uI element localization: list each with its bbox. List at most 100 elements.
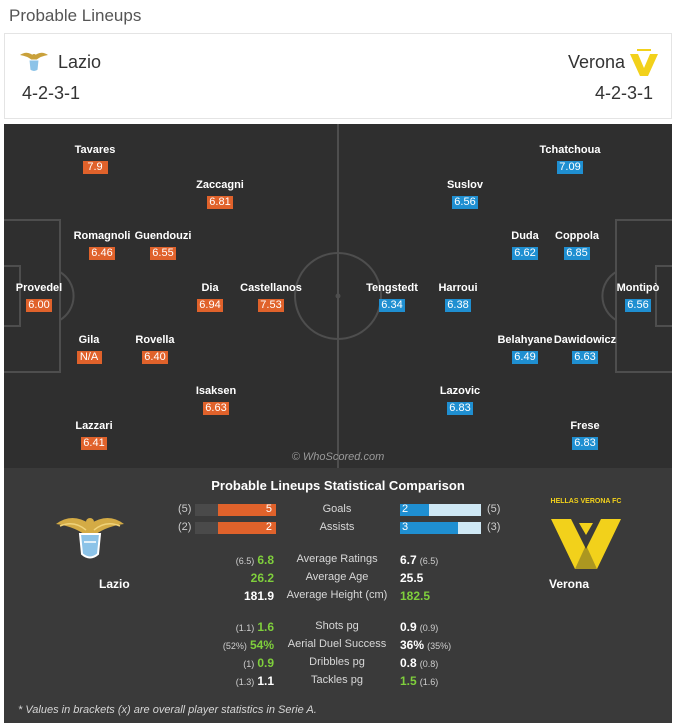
home-player[interactable]: Guendouzi 6.55	[128, 230, 198, 261]
player-name[interactable]: Tavares	[74, 144, 116, 156]
away-player[interactable]: Duda 6.62	[490, 230, 560, 261]
home-player[interactable]: Rovella 6.40	[120, 334, 190, 365]
verona-crest-icon	[551, 519, 621, 569]
away-team-name[interactable]: Verona	[567, 52, 625, 72]
away-player[interactable]: Belahyane 6.49	[490, 334, 560, 365]
player-rating: 6.63	[572, 351, 598, 364]
away-stat: 6.7 (6.5)	[400, 553, 438, 567]
player-name[interactable]: Rovella	[135, 334, 175, 346]
player-name[interactable]: Zaccagni	[196, 179, 244, 191]
player-rating: 6.56	[625, 299, 651, 312]
away-player[interactable]: Tengstedt 6.34	[357, 282, 427, 313]
player-name[interactable]: Tchatchoua	[539, 144, 601, 156]
player-name[interactable]: Gila	[78, 334, 100, 346]
home-stat: (1.1) 1.6	[236, 620, 274, 634]
home-player[interactable]: Romagnoli 6.46	[67, 230, 137, 261]
player-name[interactable]: Castellanos	[240, 282, 302, 294]
home-player[interactable]: Zaccagni 6.81	[185, 179, 255, 210]
stats-away-team[interactable]: Verona	[549, 577, 590, 591]
player-rating: 6.94	[197, 299, 223, 312]
home-player[interactable]: Isaksen 6.63	[181, 385, 251, 416]
player-name[interactable]: Harroui	[438, 282, 478, 294]
away-player[interactable]: Montipò 6.56	[603, 282, 672, 313]
verona-crest-icon	[630, 49, 658, 76]
away-sub: (1.6)	[419, 677, 439, 687]
lazio-eagle-icon	[56, 518, 124, 559]
home-player[interactable]: Lazzari 6.41	[59, 420, 129, 451]
away-bar-value: 2	[402, 503, 409, 515]
away-value: 6.7	[400, 553, 417, 567]
page-title: Probable Lineups	[9, 6, 142, 25]
away-sub: (35%)	[427, 641, 452, 651]
home-stat: (6.5) 6.8	[236, 553, 274, 567]
home-value: 0.9	[257, 656, 274, 670]
home-stat: (1) 0.9	[243, 656, 274, 670]
away-stat: 0.9 (0.9)	[400, 620, 438, 634]
away-player[interactable]: Suslov 6.56	[430, 179, 500, 210]
player-name[interactable]: Provedel	[15, 282, 63, 294]
player-name[interactable]: Dia	[201, 282, 219, 294]
player-name[interactable]: Romagnoli	[73, 230, 131, 242]
away-sub: (0.8)	[419, 659, 439, 669]
pitch-lines	[4, 124, 672, 468]
home-value: 1.6	[257, 620, 274, 634]
player-name[interactable]: Tengstedt	[366, 282, 418, 294]
home-value: 54%	[249, 638, 274, 652]
home-value: 26.2	[250, 571, 274, 585]
away-player[interactable]: Lazovic 6.83	[425, 385, 495, 416]
away-player[interactable]: Frese 6.83	[550, 420, 620, 451]
player-name[interactable]: Frese	[570, 420, 600, 432]
stat-row-tackles: (1.3) 1.1 Tackles pg 1.5 (1.6)	[4, 674, 672, 689]
player-name[interactable]: Lazzari	[75, 420, 113, 432]
home-player[interactable]: Dia 6.94	[175, 282, 245, 313]
home-sub: (1.1)	[235, 623, 255, 633]
verona-logo-text: HELLAS VERONA FC	[550, 498, 622, 505]
player-rating: N/A	[76, 351, 102, 364]
home-bar-fill	[218, 522, 276, 534]
home-sub: (52%)	[222, 641, 247, 651]
whoscored-watermark: © WhoScored.com	[291, 451, 385, 463]
home-sub: (1)	[243, 659, 255, 669]
away-player[interactable]: Dawidowicz 6.63	[550, 334, 620, 365]
away-value: 36%	[400, 638, 425, 652]
player-rating: 6.62	[512, 247, 538, 260]
player-rating: 6.40	[142, 351, 168, 364]
stat-row-shots: (1.1) 1.6 Shots pg 0.9 (0.9)	[4, 620, 672, 635]
away-player[interactable]: Harroui 6.38	[423, 282, 493, 313]
player-name[interactable]: Coppola	[555, 230, 599, 242]
stats-home-team[interactable]: Lazio	[99, 577, 130, 591]
player-name[interactable]: Isaksen	[195, 385, 237, 397]
away-player[interactable]: Tchatchoua 7.09	[535, 144, 605, 175]
stat-label: Average Age	[305, 571, 369, 583]
stat-label: Assists	[319, 521, 355, 533]
player-name[interactable]: Montipò	[616, 282, 660, 294]
away-sub: (6.5)	[419, 556, 439, 566]
away-stat: 0.8 (0.8)	[400, 656, 438, 670]
player-rating: 7.09	[557, 161, 583, 174]
player-name[interactable]: Dawidowicz	[553, 334, 617, 346]
stats-footnote: * Values in brackets (x) are overall pla…	[18, 704, 317, 716]
away-stat: 36% (35%)	[400, 638, 451, 652]
lazio-eagle-icon	[20, 52, 48, 72]
player-name[interactable]: Suslov	[446, 179, 484, 191]
home-team-name[interactable]: Lazio	[58, 52, 102, 72]
away-player[interactable]: Coppola 6.85	[542, 230, 612, 261]
player-name[interactable]: Guendouzi	[134, 230, 192, 242]
player-name[interactable]: Duda	[511, 230, 539, 242]
lineup-header: Lazio 4-2-3-1 Verona 4-2-3-1	[4, 33, 672, 119]
home-formation: 4-2-3-1	[22, 83, 81, 103]
stat-row-aerial-duel: (52%) 54% Aerial Duel Success 36% (35%)	[4, 638, 672, 653]
player-name[interactable]: Belahyane	[497, 334, 553, 346]
home-player[interactable]: Gila N/A	[54, 334, 124, 365]
home-stat: 181.9	[244, 589, 274, 603]
stat-row-goals: (5) 5 Goals 2 (5)	[4, 503, 672, 518]
home-player[interactable]: Provedel 6.00	[4, 282, 74, 313]
stat-row-assists: (2) 2 Assists 3 (3)	[4, 521, 672, 536]
home-bar-value: 2	[265, 521, 272, 533]
away-bracket: (3)	[487, 521, 501, 533]
home-player[interactable]: Castellanos 7.53	[236, 282, 306, 313]
stat-label: Tackles pg	[311, 674, 363, 686]
player-rating: 6.63	[203, 402, 229, 415]
home-player[interactable]: Tavares 7.9	[60, 144, 130, 175]
player-name[interactable]: Lazovic	[439, 385, 481, 397]
